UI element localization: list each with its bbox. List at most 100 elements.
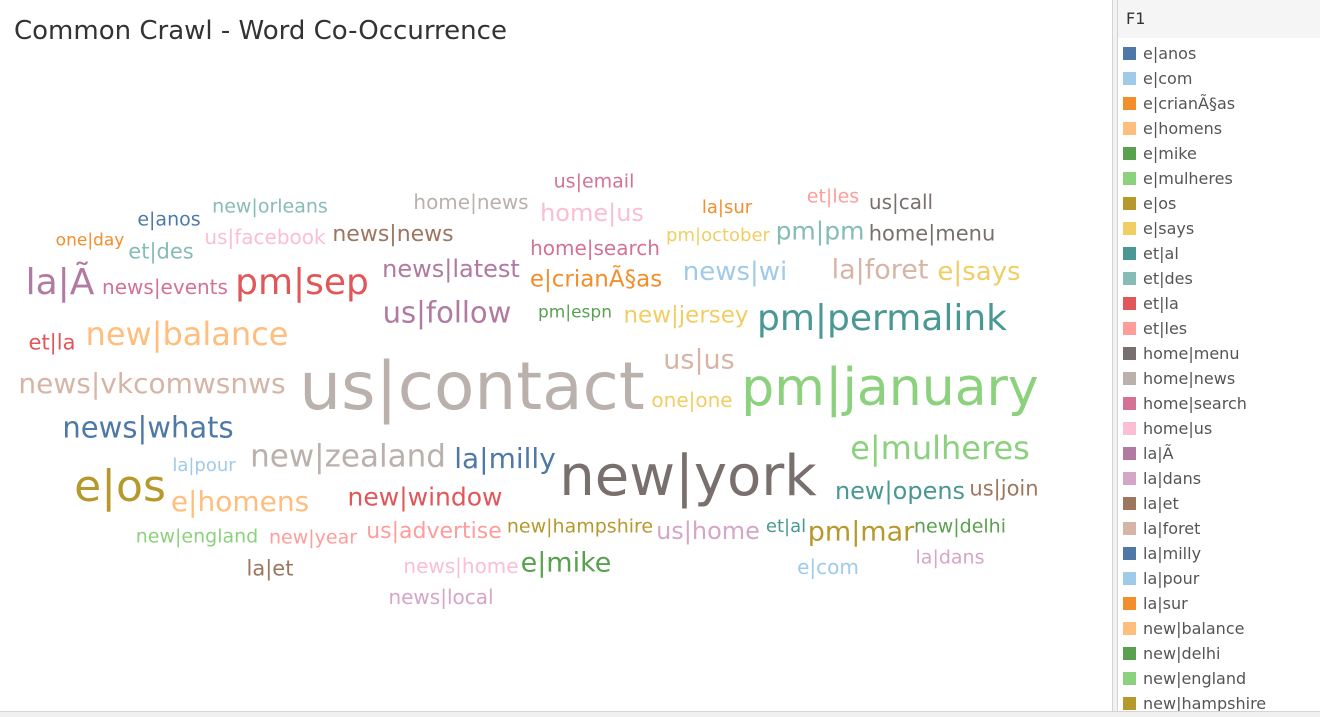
legend-item[interactable]: new|england <box>1118 666 1320 691</box>
legend-item[interactable]: new|balance <box>1118 616 1320 641</box>
word-mark[interactable]: new|orleans <box>212 195 328 218</box>
legend-item[interactable]: la|dans <box>1118 466 1320 491</box>
word-mark[interactable]: pm|permalink <box>756 298 1008 339</box>
word-mark[interactable]: e|anos <box>137 208 201 231</box>
legend-item[interactable]: la|sur <box>1118 591 1320 616</box>
word-mark[interactable]: home|search <box>530 236 660 260</box>
word-mark[interactable]: e|os <box>74 461 166 512</box>
legend-item[interactable]: et|des <box>1118 266 1320 291</box>
word-mark[interactable]: news|news <box>332 222 454 247</box>
legend-item[interactable]: home|news <box>1118 366 1320 391</box>
word-mark[interactable]: us|facebook <box>204 225 326 249</box>
word-mark[interactable]: new|england <box>135 525 259 548</box>
legend-item[interactable]: home|search <box>1118 391 1320 416</box>
word-mark[interactable]: e|crianÃ§as <box>529 266 663 293</box>
word-mark[interactable]: us|call <box>868 190 934 214</box>
word-mark[interactable]: pm|espn <box>538 302 612 323</box>
word-mark[interactable]: news|events <box>102 275 228 299</box>
word-mark[interactable]: pm|sep <box>235 262 369 303</box>
word-mark[interactable]: la|pour <box>172 455 236 476</box>
word-mark[interactable]: pm|october <box>666 225 770 246</box>
legend-item[interactable]: e|mike <box>1118 141 1320 166</box>
legend-item[interactable]: la|milly <box>1118 541 1320 566</box>
word-mark[interactable]: us|join <box>969 476 1039 501</box>
word-mark[interactable]: et|des <box>128 239 194 264</box>
word-mark[interactable]: new|jersey <box>623 302 749 329</box>
pane-divider[interactable] <box>1112 0 1118 711</box>
legend-item[interactable]: et|la <box>1118 291 1320 316</box>
word-mark[interactable]: news|latest <box>382 255 520 283</box>
word-mark[interactable]: news|home <box>403 554 519 578</box>
word-mark[interactable]: la|Ã <box>25 262 95 303</box>
word-mark[interactable]: us|home <box>656 517 760 545</box>
word-mark[interactable]: new|year <box>268 526 358 549</box>
legend-swatch <box>1123 447 1136 460</box>
legend-item[interactable]: new|hampshire <box>1118 691 1320 711</box>
legend-item[interactable]: et|al <box>1118 241 1320 266</box>
legend-item[interactable]: e|homens <box>1118 116 1320 141</box>
word-mark[interactable]: home|us <box>540 199 644 227</box>
word-mark[interactable]: us|us <box>663 344 735 376</box>
word-mark[interactable]: et|al <box>765 516 807 537</box>
word-mark[interactable]: us|email <box>553 170 635 193</box>
legend-item[interactable]: new|delhi <box>1118 641 1320 666</box>
word-mark[interactable]: news|local <box>388 585 494 609</box>
legend-item[interactable]: la|et <box>1118 491 1320 516</box>
word-mark[interactable]: new|delhi <box>913 515 1007 538</box>
legend-item[interactable]: home|menu <box>1118 341 1320 366</box>
word-mark[interactable]: new|zealand <box>250 438 446 475</box>
word-mark[interactable]: la|et <box>246 556 294 581</box>
word-mark[interactable]: new|hampshire <box>506 515 654 538</box>
word-mark[interactable]: one|day <box>55 230 125 251</box>
word-mark[interactable]: news|vkcomwsnws <box>18 367 286 400</box>
word-mark[interactable]: us|advertise <box>366 519 502 544</box>
legend-label: et|les <box>1143 319 1188 338</box>
word-mark[interactable]: news|whats <box>62 410 234 445</box>
legend-label: la|sur <box>1143 594 1188 613</box>
word-mark[interactable]: us|follow <box>382 295 512 330</box>
legend-item[interactable]: la|foret <box>1118 516 1320 541</box>
legend-item[interactable]: e|anos <box>1118 41 1320 66</box>
word-mark[interactable]: e|mike <box>520 547 612 579</box>
legend-item[interactable]: e|os <box>1118 191 1320 216</box>
word-mark[interactable]: news|wi <box>682 257 788 287</box>
legend-label: la|milly <box>1143 544 1202 563</box>
legend-item[interactable]: e|mulheres <box>1118 166 1320 191</box>
word-mark[interactable]: pm|pm <box>775 216 865 246</box>
word-mark[interactable]: new|window <box>347 482 503 512</box>
legend-item[interactable]: la|pour <box>1118 566 1320 591</box>
word-mark[interactable]: e|com <box>797 555 859 579</box>
legend-swatch <box>1123 597 1136 610</box>
word-mark[interactable]: pm|january <box>741 358 1039 418</box>
legend-item[interactable]: la|Ã <box>1118 441 1320 466</box>
legend-item[interactable]: home|us <box>1118 416 1320 441</box>
word-mark[interactable]: la|sur <box>701 197 753 218</box>
word-mark[interactable]: la|milly <box>454 442 556 475</box>
legend-item[interactable]: e|crianÃ§as <box>1118 91 1320 116</box>
legend-label: e|crianÃ§as <box>1143 94 1236 113</box>
word-mark[interactable]: pm|mar <box>807 516 915 548</box>
word-mark[interactable]: la|dans <box>915 546 985 569</box>
word-mark[interactable]: home|menu <box>868 221 996 246</box>
legend-swatch <box>1123 97 1136 110</box>
legend-swatch <box>1123 222 1136 235</box>
legend-item[interactable]: e|says <box>1118 216 1320 241</box>
word-mark[interactable]: et|les <box>806 185 860 208</box>
word-mark[interactable]: new|balance <box>85 315 289 353</box>
word-mark[interactable]: one|one <box>651 388 733 412</box>
word-mark[interactable]: e|mulheres <box>850 429 1030 467</box>
legend-list: e|anos e|com e|crianÃ§as e|homens e|mike e|mu… <box>1118 38 1320 711</box>
word-mark[interactable]: us|contact <box>299 348 645 425</box>
word-mark[interactable]: la|foret <box>831 254 929 286</box>
word-mark[interactable]: new|york <box>559 444 817 509</box>
word-mark[interactable]: home|news <box>413 190 529 214</box>
word-mark[interactable]: new|opens <box>834 477 966 505</box>
legend-item[interactable]: et|les <box>1118 316 1320 341</box>
word-mark[interactable]: e|says <box>937 257 1021 287</box>
word-mark[interactable]: et|la <box>28 330 76 355</box>
legend-item[interactable]: e|com <box>1118 66 1320 91</box>
legend-label: new|delhi <box>1143 644 1221 663</box>
legend-label: e|homens <box>1143 119 1223 138</box>
legend-swatch <box>1123 422 1136 435</box>
word-mark[interactable]: e|homens <box>170 485 310 518</box>
